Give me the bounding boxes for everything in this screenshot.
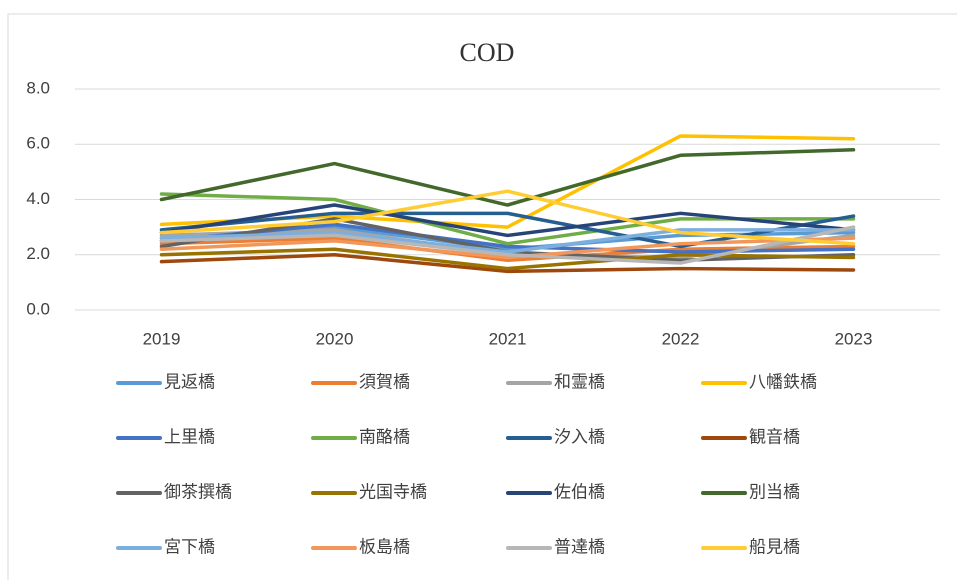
- y-tick-label: 4.0: [26, 189, 50, 208]
- x-tick-label: 2019: [143, 329, 181, 348]
- x-tick-label: 2022: [662, 329, 700, 348]
- legend-label: 光国寺橋: [359, 482, 427, 501]
- series-line: [159, 236, 856, 263]
- chart-frame: [7, 13, 957, 585]
- x-tick-label: 2023: [835, 329, 873, 348]
- series-line: [159, 253, 856, 274]
- legend-label: 須賀橋: [359, 372, 410, 391]
- y-tick-label: 2.0: [26, 244, 50, 263]
- legend-label: 観音橋: [749, 427, 800, 446]
- series-line: [159, 228, 856, 254]
- series-line: [159, 247, 856, 271]
- series-line: [159, 189, 856, 246]
- series-line: [159, 236, 856, 260]
- legend-label: 御茶撰橋: [164, 482, 232, 501]
- y-tick-label: 6.0: [26, 134, 50, 153]
- legend-label: 汐入橋: [554, 427, 605, 446]
- chart-title: COD: [460, 38, 515, 67]
- y-tick-label: 8.0: [26, 78, 50, 97]
- legend-label: 和霊橋: [554, 372, 605, 391]
- legend-label: 宮下橋: [164, 537, 215, 556]
- x-tick-label: 2020: [316, 329, 354, 348]
- y-tick-label: 0.0: [26, 299, 50, 318]
- legend-label: 佐伯橋: [554, 482, 605, 501]
- legend-label: 普達橋: [554, 537, 605, 556]
- legend-label: 板島橋: [359, 537, 410, 556]
- series-line: [159, 148, 856, 207]
- legend-label: 上里橋: [164, 427, 215, 446]
- legend-label: 船見橋: [749, 537, 800, 556]
- legend-label: 八幡鉄橋: [749, 372, 817, 391]
- legend-label: 南酪橋: [359, 427, 410, 446]
- series-line: [159, 203, 856, 238]
- x-tick-label: 2021: [489, 329, 527, 348]
- legend-label: 見返橋: [164, 372, 215, 391]
- series-line: [159, 225, 856, 265]
- legend-label: 別当橋: [749, 482, 800, 501]
